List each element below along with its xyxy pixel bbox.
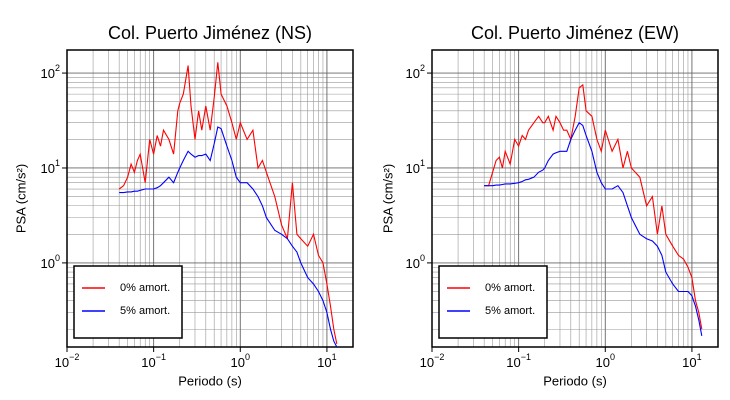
y-tick-label-exp: 2 [55,63,60,73]
x-tick-label: 10−2 [420,352,445,370]
x-tick-label: 100 [596,352,615,370]
y-tick-label: 102 [41,63,60,81]
x-tick-label: 10−2 [55,352,80,370]
y-axis-label: PSA (cm/s²) [380,164,395,233]
y-tick-label: 101 [41,158,60,176]
series-line [118,62,338,345]
chart-title: Col. Puerto Jiménez (EW) [471,23,679,43]
x-tick-label-base: 10 [231,355,245,370]
x-tick-label-exp: −1 [156,352,166,362]
x-tick-label-exp: 1 [697,352,702,362]
x-tick-label-exp: −2 [434,352,444,362]
y-tick-label-exp: 0 [55,253,60,263]
y-tick-label-base: 10 [41,67,55,82]
x-tick-label: 101 [682,352,701,370]
x-tick-label-exp: 0 [610,352,615,362]
x-tick-label-base: 10 [317,355,331,370]
y-tick-label-base: 10 [406,161,420,176]
x-tick-label: 101 [317,352,336,370]
x-tick-label-exp: 1 [332,352,337,362]
x-tick-label: 10−1 [141,352,166,370]
series-line [119,126,338,348]
legend-label: 5% amort. [120,305,170,317]
x-tick-label-base: 10 [682,355,696,370]
series-line [484,121,703,337]
plot-frame [66,49,354,348]
y-tick-label: 102 [406,63,425,81]
legend-box [73,265,183,339]
legend-label: 5% amort. [485,305,535,317]
chart-title: Col. Puerto Jiménez (NS) [108,23,312,43]
y-tick-label-exp: 1 [55,158,60,168]
y-tick-label-exp: 1 [420,158,425,168]
y-tick-label: 100 [406,253,425,271]
x-tick-label: 10−1 [506,352,531,370]
x-axis-label: Periodo (s) [543,373,607,388]
series-line [484,83,703,330]
x-tick-label-base: 10 [596,355,610,370]
plot-frame [431,49,719,348]
x-tick-label-exp: −2 [69,352,79,362]
y-tick-label-exp: 2 [420,63,425,73]
legend-label: 0% amort. [485,282,535,294]
x-tick-label-exp: 0 [245,352,250,362]
y-axis-label: PSA (cm/s²) [13,164,28,233]
y-tick-label-base: 10 [406,67,420,82]
y-tick-label: 100 [41,253,60,271]
y-tick-label-base: 10 [41,161,55,176]
x-tick-label-exp: −1 [521,352,531,362]
x-axis-label: Periodo (s) [178,373,242,388]
y-tick-label: 101 [406,158,425,176]
x-tick-label-base: 10 [506,355,520,370]
y-tick-label-exp: 0 [420,253,425,263]
y-tick-label-base: 10 [406,256,420,271]
y-tick-label-base: 10 [41,256,55,271]
x-tick-label-base: 10 [420,355,434,370]
x-tick-label-base: 10 [55,355,69,370]
legend-label: 0% amort. [120,282,170,294]
x-tick-label: 100 [231,352,250,370]
x-tick-label-base: 10 [141,355,155,370]
legend-box [438,265,548,339]
